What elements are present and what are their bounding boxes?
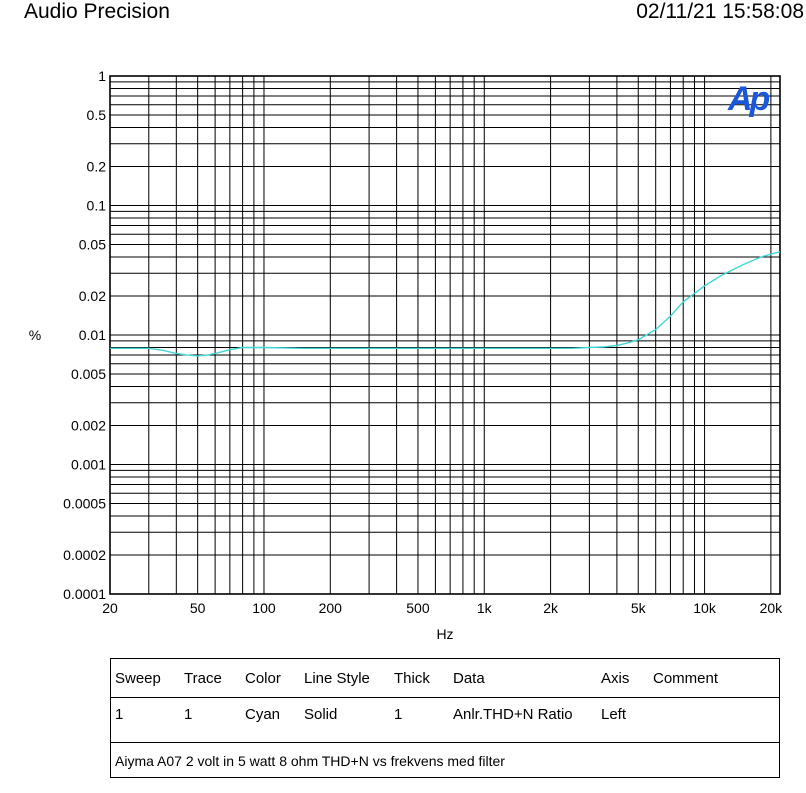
y-tick-label: 0.0002 — [63, 547, 106, 563]
legend-row: 1 1 Cyan Solid 1 Anlr.THD+N Ratio Left — [111, 705, 779, 725]
header-timestamp: 02/11/21 15:58:08 — [636, 0, 804, 23]
y-tick-label: 0.5 — [87, 107, 107, 123]
x-tick-label: 200 — [319, 600, 343, 616]
x-tick-label: 20k — [760, 600, 784, 616]
y-tick-label: 0.05 — [79, 236, 106, 252]
y-tick-label: 0.1 — [87, 198, 107, 214]
x-tick-label: 2k — [543, 600, 559, 616]
legend-cell-trace: 1 — [184, 706, 193, 723]
legend-cell-line-style: Solid — [304, 706, 338, 723]
legend-header-sweep: Sweep — [115, 670, 161, 687]
x-tick-label: 10k — [693, 600, 717, 616]
legend-header-color: Color — [245, 670, 281, 687]
legend-header-thick: Thick — [394, 670, 430, 687]
x-tick-label: 50 — [190, 600, 206, 616]
y-tick-label: 0.0005 — [63, 495, 106, 511]
legend-comment: Aiyma A07 2 volt in 5 watt 8 ohm THD+N v… — [115, 753, 505, 769]
ap-logo: Ap — [727, 80, 773, 118]
thd-series-line — [110, 251, 781, 357]
y-tick-label: 0.002 — [71, 418, 106, 434]
legend-cell-sweep: 1 — [115, 706, 124, 723]
thd-plot: 1 0.5 0.2 0.1 0.05 0.02 0.01 0.005 0.002 0.001 0.0… — [29, 68, 784, 642]
legend-header-trace: Trace — [184, 670, 222, 687]
y-tick-label: 0.001 — [71, 457, 106, 473]
legend-header-line-style: Line Style — [304, 670, 370, 687]
legend-divider — [111, 697, 779, 698]
y-tick-label: 0.2 — [87, 159, 107, 175]
legend-table: Sweep Trace Color Line Style Thick Data … — [110, 658, 780, 778]
x-axis-label: Hz — [436, 626, 453, 642]
y-tick-label: 0.005 — [71, 366, 106, 382]
legend-cell-color: Cyan — [245, 706, 281, 723]
legend-cell-data: Anlr.THD+N Ratio — [453, 706, 573, 723]
y-tick-label: 1 — [98, 68, 106, 84]
legend-header-axis: Axis — [601, 670, 630, 687]
y-axis-label: % — [29, 327, 41, 343]
y-tick-label: 0.01 — [79, 327, 106, 343]
legend-header-row: Sweep Trace Color Line Style Thick Data … — [111, 669, 779, 689]
ap-logo-text: Ap — [727, 80, 770, 118]
x-tick-label: 500 — [406, 600, 430, 616]
x-tick-label: 1k — [477, 600, 493, 616]
legend-cell-axis: Left — [601, 706, 627, 723]
legend-header-comment: Comment — [653, 670, 719, 687]
x-tick-label: 5k — [631, 600, 647, 616]
legend-divider — [111, 742, 779, 743]
y-tick-label: 0.0001 — [63, 586, 106, 602]
x-tick-label: 20 — [102, 600, 118, 616]
y-tick-label: 0.02 — [79, 288, 106, 304]
legend-cell-thick: 1 — [394, 706, 403, 723]
legend-header-data: Data — [453, 670, 485, 687]
x-tick-label: 100 — [252, 600, 276, 616]
header-title: Audio Precision — [24, 0, 170, 23]
plot-frame — [109, 75, 781, 595]
